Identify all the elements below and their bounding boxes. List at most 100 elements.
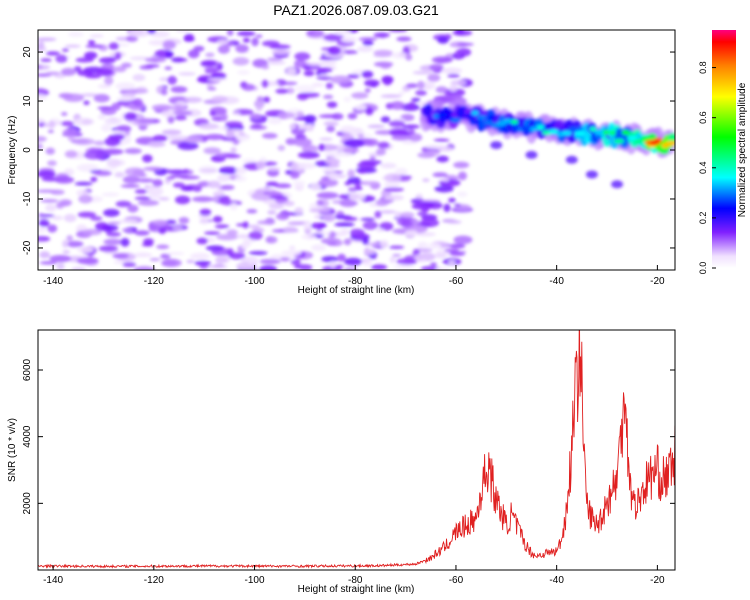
noise-blob <box>434 185 454 193</box>
noise-blob <box>45 203 57 212</box>
noise-blob <box>143 238 154 245</box>
noise-blob <box>203 147 221 155</box>
noise-blob <box>217 39 229 45</box>
noise-blob <box>104 137 121 147</box>
noise-blob <box>377 141 390 149</box>
noise-blob <box>280 257 291 262</box>
y-tick-label: 2000 <box>22 492 33 515</box>
noise-blob <box>174 195 191 205</box>
noise-blob <box>303 70 315 77</box>
noise-blob <box>348 192 366 202</box>
signal-core <box>449 117 462 123</box>
noise-blob <box>212 215 223 223</box>
noise-blob <box>415 90 427 96</box>
noise-blob <box>198 123 219 130</box>
noise-blob <box>152 219 168 226</box>
noise-blob <box>335 240 344 245</box>
noise-blob <box>183 33 195 42</box>
noise-blob <box>213 263 224 269</box>
noise-blob <box>369 155 376 161</box>
noise-blob <box>124 148 142 155</box>
noise-blob <box>38 37 57 42</box>
colorbar-ticks: 0.0 0.2 0.4 0.6 0.8 <box>698 61 716 274</box>
noise-blob <box>166 169 188 175</box>
noise-blob <box>367 124 385 129</box>
noise-blob <box>45 51 60 56</box>
noise-blob <box>328 172 338 181</box>
noise-blob <box>178 216 190 224</box>
noise-blob <box>437 36 449 44</box>
noise-blob <box>383 187 404 192</box>
colorbar-tick-label: 0.0 <box>698 262 708 275</box>
noise-blob <box>124 167 145 177</box>
noise-blob <box>446 220 462 224</box>
noise-blob <box>85 73 102 79</box>
noise-blob <box>364 248 376 255</box>
noise-blob <box>124 134 132 144</box>
signal-core <box>641 136 650 142</box>
noise-blob <box>83 150 104 160</box>
signal-core <box>483 120 493 126</box>
colorbar-tick-label: 0.6 <box>698 111 708 124</box>
noise-blob <box>146 30 157 34</box>
noise-blob <box>370 264 388 270</box>
noise-blob <box>250 124 263 128</box>
noise-blob <box>379 62 392 69</box>
noise-blob <box>379 210 397 214</box>
noise-blob <box>262 191 282 196</box>
noise-blob <box>207 180 221 189</box>
noise-blob <box>214 224 230 229</box>
signal-core <box>621 130 630 136</box>
noise-blob <box>388 245 405 249</box>
noise-blob <box>265 236 278 244</box>
noise-blob <box>167 115 175 124</box>
noise-blob <box>61 48 69 52</box>
noise-blob <box>144 57 167 63</box>
signal-peak-core <box>649 140 660 145</box>
noise-blob <box>347 74 360 79</box>
noise-blob <box>415 232 436 237</box>
noise-blob <box>101 192 120 197</box>
noise-blob <box>190 252 210 260</box>
noise-blob <box>448 260 456 265</box>
noise-blob <box>364 88 371 93</box>
noise-blob <box>241 244 248 250</box>
noise-blob <box>76 163 99 172</box>
noise-blob <box>106 231 122 237</box>
noise-blob <box>149 257 161 262</box>
signal-core <box>548 129 559 135</box>
noise-blob <box>364 79 380 87</box>
colorbar-tick-label: 0.8 <box>698 61 708 74</box>
noise-blob <box>226 30 234 36</box>
noise-blob <box>133 118 155 124</box>
noise-blob <box>254 99 265 109</box>
noise-blob <box>223 154 242 159</box>
snr-x-ticks: -140 -120 -100 -80 -60 -40 -20 <box>43 565 665 586</box>
noise-blob <box>380 116 391 123</box>
noise-blob <box>379 222 394 231</box>
noise-blob <box>76 257 99 265</box>
noise-blob <box>176 58 188 62</box>
noise-blob <box>38 135 47 143</box>
noise-blob <box>319 137 333 141</box>
noise-blob <box>413 254 424 262</box>
figure-title: PAZ1.2026.087.09.03.G21 <box>273 2 439 18</box>
noise-blob <box>166 252 185 256</box>
snr-y-ticks: 2000 4000 6000 <box>22 358 675 514</box>
noise-blob <box>207 77 228 82</box>
noise-blob <box>122 175 140 184</box>
noise-blob <box>415 193 424 199</box>
noise-blob <box>304 114 317 123</box>
noise-blob <box>49 254 72 263</box>
noise-blob <box>323 121 339 127</box>
noise-blob <box>306 123 314 132</box>
noise-blob <box>176 30 191 33</box>
noise-blob <box>447 73 460 78</box>
signal-core <box>665 140 675 146</box>
noise-blob <box>306 30 325 38</box>
noise-blob <box>351 92 369 99</box>
x-tick-label: -120 <box>144 575 164 586</box>
noise-blob <box>129 30 151 38</box>
noise-blob <box>322 60 337 66</box>
